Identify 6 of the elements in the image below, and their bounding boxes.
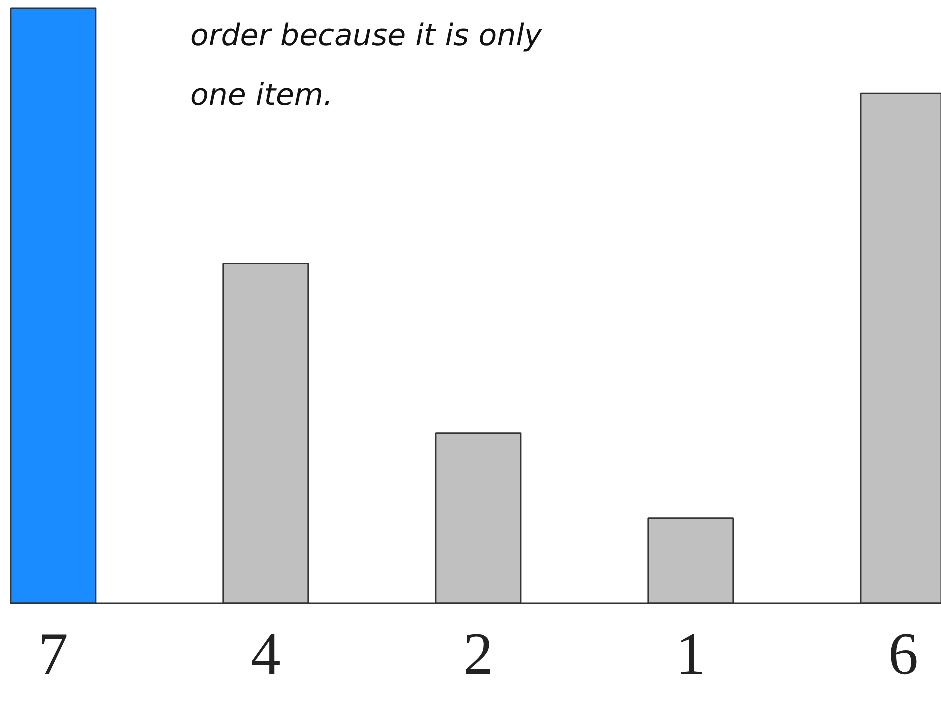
annotation: order because it is only one item.	[190, 18, 544, 113]
x-tick-label: 7	[38, 621, 68, 688]
x-tick-label: 4	[250, 621, 281, 688]
x-tick-label: 2	[463, 621, 494, 688]
x-tick-label: 6	[888, 621, 918, 688]
x-tick-label: 1	[676, 621, 706, 688]
